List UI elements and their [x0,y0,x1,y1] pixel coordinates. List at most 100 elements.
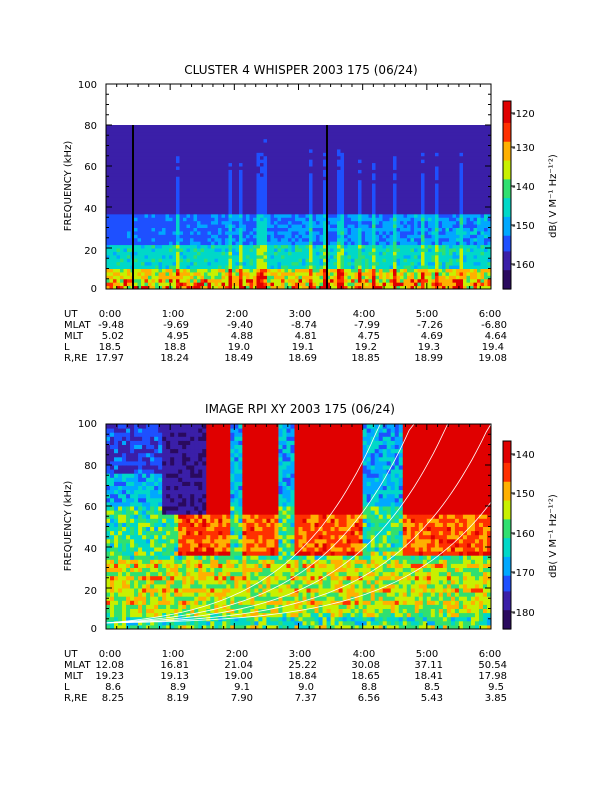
heatmap-cell [148,203,152,208]
heatmap-cell [116,207,121,211]
heatmap-cell [330,275,334,280]
heatmap-cell [438,200,443,205]
heatmap-cell [435,275,439,280]
heatmap-cell [417,142,422,146]
heatmap-cell [410,193,415,198]
heatmap-cell [309,227,313,232]
heatmap-cell [193,282,198,287]
heatmap-cell [421,254,425,259]
heatmap-cell [316,220,320,225]
heatmap-cell [186,131,191,136]
heatmap-cell [400,166,404,170]
heatmap-cell [116,258,121,263]
heatmap-cell [431,142,436,146]
heatmap-cell [193,162,198,167]
heatmap-cell [396,135,401,140]
heatmap-cell [176,282,180,287]
heatmap-cell [326,254,331,259]
heatmap-cell [466,196,471,201]
heatmap-cell [176,135,180,140]
heatmap-cell [309,200,313,205]
heatmap-cell [463,278,467,283]
heatmap-cell [410,258,415,263]
heatmap-cell [452,189,457,194]
heatmap-cell [305,125,310,129]
heatmap-cell [141,241,145,246]
heatmap-cell [274,254,278,259]
heatmap-cell [176,220,180,225]
heatmap-cell [169,258,173,263]
heatmap-cell [312,138,317,143]
heatmap-cell [330,254,334,259]
heatmap-cell [232,162,236,167]
heatmap-cell [347,285,352,290]
heatmap-cell [176,179,180,184]
heatmap-cell [246,159,250,164]
heatmap-cell [116,278,121,283]
heatmap-cell [368,285,373,290]
heatmap-cell [109,285,114,290]
heatmap-cell [368,179,373,184]
heatmap-cell [316,128,320,133]
heatmap-cell [211,142,215,146]
heatmap-cell [225,203,229,208]
heatmap-cell [428,189,432,194]
heatmap-cell [225,217,229,222]
heatmap-cell [372,241,376,246]
heatmap-cell [316,193,320,198]
heatmap-cell [410,125,415,129]
heatmap-cell [414,203,418,208]
heatmap-cell [144,135,149,140]
heatmap-cell [155,237,159,242]
heatmap-cell [190,251,194,256]
heatmap-cell [123,265,128,269]
heatmap-cell [351,196,355,201]
heatmap-cell [400,142,404,146]
heatmap-cell [200,155,205,160]
heatmap-cell [449,196,453,201]
heatmap-cell [120,159,124,164]
heatmap-cell [298,237,303,242]
heatmap-cell [421,169,425,174]
heatmap-cell [389,131,394,136]
heatmap-cell [158,152,163,157]
heatmap-cell [193,248,198,252]
heatmap-cell [365,275,369,280]
heatmap-cell [204,193,208,198]
heatmap-cell [165,172,170,177]
heatmap-cell [162,203,166,208]
heatmap-cell [393,207,397,211]
heatmap-cell [452,275,457,280]
heatmap-cell [137,176,142,181]
heatmap-cell [263,155,268,160]
heatmap-cell [344,189,348,194]
heatmap-cell [452,128,457,133]
heatmap-cell [424,145,429,150]
heatmap-cell [421,189,425,194]
heatmap-cell [193,172,198,177]
heatmap-cell [109,169,114,174]
heatmap-cell [396,128,401,133]
heatmap-cell [298,248,303,252]
heatmap-cell [235,261,240,266]
heatmap-cell [218,176,222,181]
heatmap-cell [162,169,166,174]
heatmap-cell [323,251,327,256]
heatmap-cell [242,176,247,181]
heatmap-cell [141,135,145,140]
heatmap-cell [330,169,334,174]
heatmap-cell [323,237,327,242]
heatmap-cell [449,265,453,269]
heatmap-cell [123,162,128,167]
heatmap-cell [466,207,471,211]
heatmap-cell [134,176,138,181]
heatmap-cell [298,183,303,187]
heatmap-cell [333,268,338,273]
heatmap-cell [368,271,373,276]
heatmap-cell [281,278,285,283]
heatmap-cell [186,234,191,239]
heatmap-cell [165,152,170,157]
heatmap-cell [410,213,415,218]
heatmap-cell [410,169,415,174]
heatmap-cell [232,125,236,129]
